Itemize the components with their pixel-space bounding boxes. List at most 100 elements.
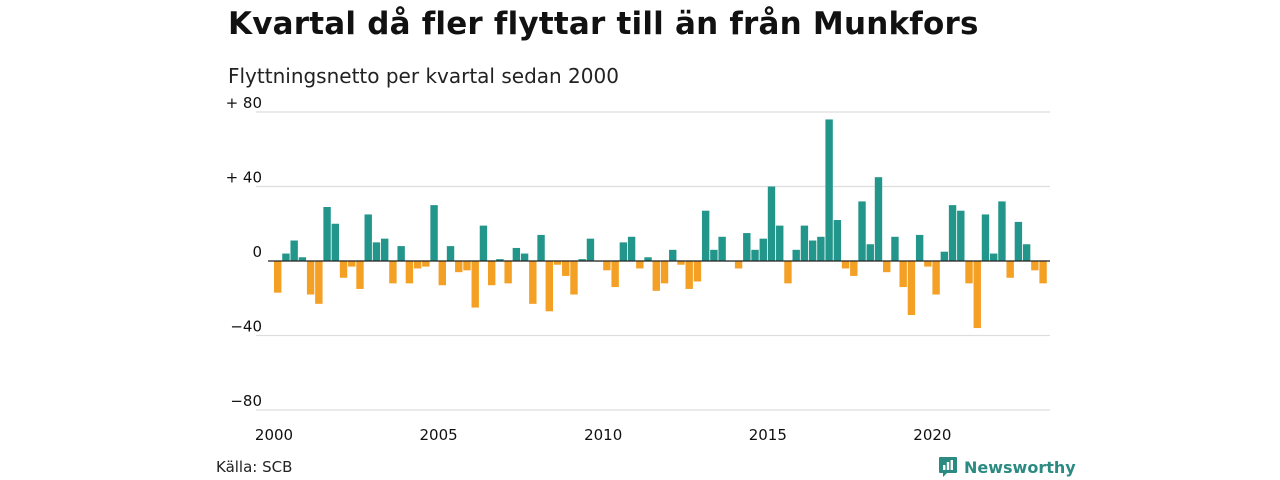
y-tick-label: 0 — [252, 243, 262, 261]
bars — [274, 119, 1047, 329]
bar — [957, 210, 965, 261]
bar — [1006, 261, 1014, 278]
bar — [784, 261, 792, 284]
bar — [817, 236, 825, 261]
bar — [315, 261, 323, 304]
bar — [611, 261, 619, 288]
source-note: Källa: SCB — [216, 458, 293, 476]
bar — [364, 214, 372, 261]
bar — [776, 225, 784, 261]
bar — [743, 233, 751, 261]
bar — [455, 261, 463, 273]
bar — [644, 257, 652, 261]
bar — [520, 253, 529, 261]
bar — [438, 261, 446, 286]
bar — [413, 261, 422, 269]
bar — [973, 261, 981, 329]
bar — [1039, 261, 1047, 284]
bar — [306, 261, 315, 295]
bar — [866, 244, 874, 261]
bar — [899, 261, 907, 288]
bar — [487, 261, 496, 286]
bar — [825, 119, 833, 261]
bar — [948, 205, 957, 261]
bar — [924, 261, 932, 267]
bar — [372, 242, 381, 261]
bar — [537, 234, 545, 261]
bar — [907, 261, 916, 316]
bar — [1014, 221, 1023, 261]
bar — [883, 261, 891, 273]
bar — [677, 261, 685, 265]
bar — [446, 246, 455, 261]
bar — [389, 261, 397, 284]
bar — [685, 261, 693, 289]
bar — [858, 201, 866, 261]
bar — [356, 261, 364, 289]
bar — [578, 259, 586, 261]
x-tick-label: 2015 — [749, 426, 787, 444]
y-tick-label: −80 — [230, 392, 262, 410]
bar — [915, 234, 924, 261]
bar — [693, 261, 702, 282]
bar — [397, 246, 405, 261]
gridlines — [256, 111, 1050, 411]
y-axis-ticks: + 80 + 40 0 −40 −80 — [226, 94, 262, 410]
bar — [1022, 244, 1031, 261]
bar — [800, 225, 809, 261]
bar — [570, 261, 578, 295]
bar — [998, 201, 1006, 261]
y-tick-label: + 80 — [226, 94, 262, 112]
x-tick-label: 2000 — [255, 426, 293, 444]
bar — [298, 257, 307, 261]
bar — [767, 186, 776, 261]
bar — [734, 261, 743, 269]
bar — [808, 240, 817, 261]
bar — [479, 225, 488, 261]
bar — [512, 247, 521, 261]
y-tick-label: −40 — [230, 318, 262, 336]
bar — [496, 259, 504, 261]
x-axis-ticks: 2000 2005 2010 2015 2020 — [255, 426, 952, 444]
chart-title: Kvartal då fler flyttar till än från Mun… — [228, 6, 979, 42]
bar — [759, 238, 767, 261]
bar — [1031, 261, 1039, 271]
bar — [619, 242, 628, 261]
bar — [981, 214, 990, 261]
bar — [874, 177, 883, 261]
bar — [669, 249, 677, 261]
bar — [990, 253, 998, 261]
bar — [833, 220, 842, 261]
brand-name: Newsworthy — [964, 457, 1076, 477]
bar — [850, 261, 858, 276]
x-tick-label: 2020 — [913, 426, 951, 444]
bar — [430, 205, 438, 261]
bar — [627, 236, 636, 261]
bar — [405, 261, 414, 284]
bar — [290, 240, 298, 261]
x-tick-label: 2010 — [584, 426, 622, 444]
y-tick-label: + 40 — [226, 169, 262, 187]
bar — [940, 251, 949, 261]
bar — [603, 261, 611, 271]
bar — [504, 261, 512, 284]
chart-subtitle: Flyttningsnetto per kvartal sedan 2000 — [228, 64, 619, 88]
bar — [545, 261, 553, 312]
bar — [274, 261, 282, 293]
bar — [471, 261, 479, 308]
bar — [891, 236, 899, 261]
bar — [718, 236, 726, 261]
bar — [422, 261, 430, 267]
bar — [586, 238, 595, 261]
bar — [348, 261, 356, 267]
newsworthy-logo-icon — [939, 457, 957, 477]
bar — [636, 261, 644, 269]
bar — [932, 261, 940, 295]
bar — [652, 261, 660, 291]
bar — [323, 206, 331, 261]
bar — [562, 261, 570, 276]
bar — [965, 261, 973, 284]
bar — [380, 238, 389, 261]
bar — [660, 261, 669, 284]
